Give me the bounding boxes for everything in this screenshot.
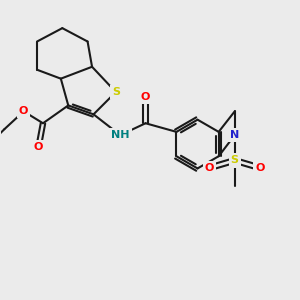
Text: S: S — [231, 155, 239, 165]
Text: O: O — [34, 142, 43, 152]
Text: NH: NH — [111, 130, 130, 140]
Text: O: O — [141, 92, 150, 101]
Text: N: N — [230, 130, 239, 140]
Text: O: O — [19, 106, 28, 116]
Text: O: O — [205, 163, 214, 173]
Text: S: S — [112, 87, 120, 97]
Text: O: O — [255, 163, 265, 173]
